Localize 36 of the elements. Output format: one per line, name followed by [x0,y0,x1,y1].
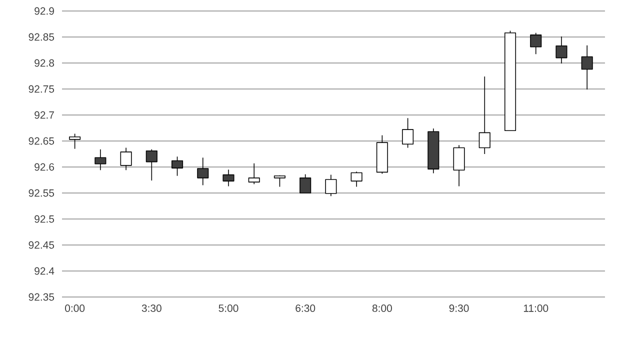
candlestick [222,169,234,187]
candlestick [120,147,132,171]
candlestick [300,174,312,194]
y-tick-label: 92.8 [34,59,54,67]
candlestick [556,36,568,64]
candlestick [478,76,490,154]
y-tick-label: 92.85 [28,33,54,41]
y-tick-label: 92.35 [28,293,54,301]
candlestick [69,133,81,150]
y-tick-label: 92.6 [34,163,54,171]
x-tick-label: 9:30 [449,304,469,312]
candlestick [197,157,209,186]
candlestick [402,118,414,148]
y-tick-label: 92.65 [28,137,54,145]
x-tick-label: 5:00 [218,304,238,312]
x-tick-label: 8:00 [372,304,392,312]
x-tick-label: 3:30 [142,304,162,312]
x-tick-label: 11:00 [524,304,548,312]
x-tick-label: 0:00 [65,304,85,312]
y-tick-label: 92.5 [34,215,54,223]
y-tick-label: 92.4 [34,267,54,275]
x-tick-label: 6:30 [296,304,316,312]
candlestick [453,144,465,187]
candlestick [171,156,184,176]
y-tick-label: 92.55 [28,189,54,197]
candlestick [350,171,362,188]
y-tick-label: 92.45 [28,241,54,249]
y-tick-label: 92.9 [34,7,54,15]
candlestick [94,148,106,171]
y-tick-label: 92.75 [28,85,54,93]
candlestick [146,148,158,181]
candlestick [248,162,260,185]
y-tick-label: 92.7 [34,111,54,119]
candlestick [530,32,542,55]
candlestick [325,174,337,197]
candlestick [581,44,593,90]
